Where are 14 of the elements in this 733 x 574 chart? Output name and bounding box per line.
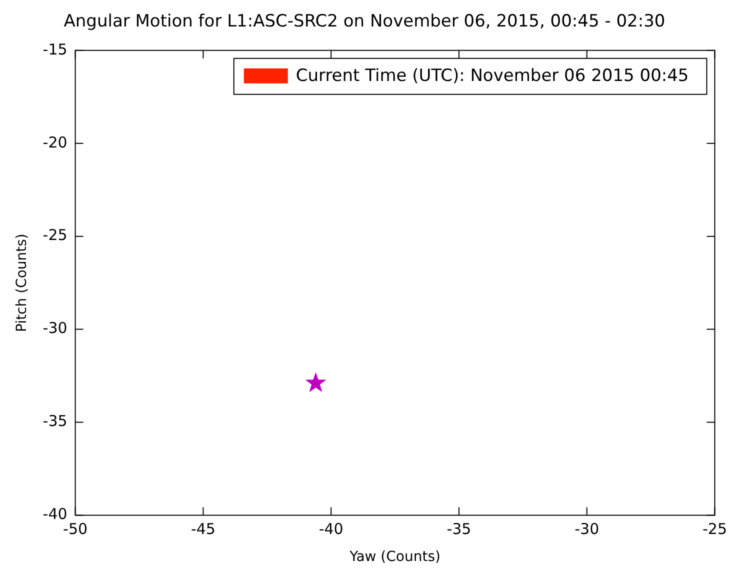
y-tick-label: -35 <box>42 412 68 430</box>
x-tick-label: -30 <box>574 520 600 538</box>
chart-title: Angular Motion for L1:ASC-SRC2 on November 06, 2015, 00:45 - 02:30 <box>64 12 666 32</box>
x-tick-label: -45 <box>190 520 216 538</box>
x-tick-label: -35 <box>446 520 472 538</box>
y-tick-label: -20 <box>42 133 68 152</box>
legend-label: Current Time (UTC): November 06 2015 00:45 <box>296 66 689 86</box>
y-tick-label: -30 <box>42 319 68 338</box>
y-axis-title: Pitch (Counts) <box>14 234 30 332</box>
y-tick-label: -15 <box>42 40 68 58</box>
x-tick-label: -25 <box>702 520 727 538</box>
x-axis-title: Yaw (Counts) <box>348 549 440 566</box>
x-tick-label: -40 <box>318 520 344 538</box>
y-tick-label: -25 <box>42 226 68 244</box>
